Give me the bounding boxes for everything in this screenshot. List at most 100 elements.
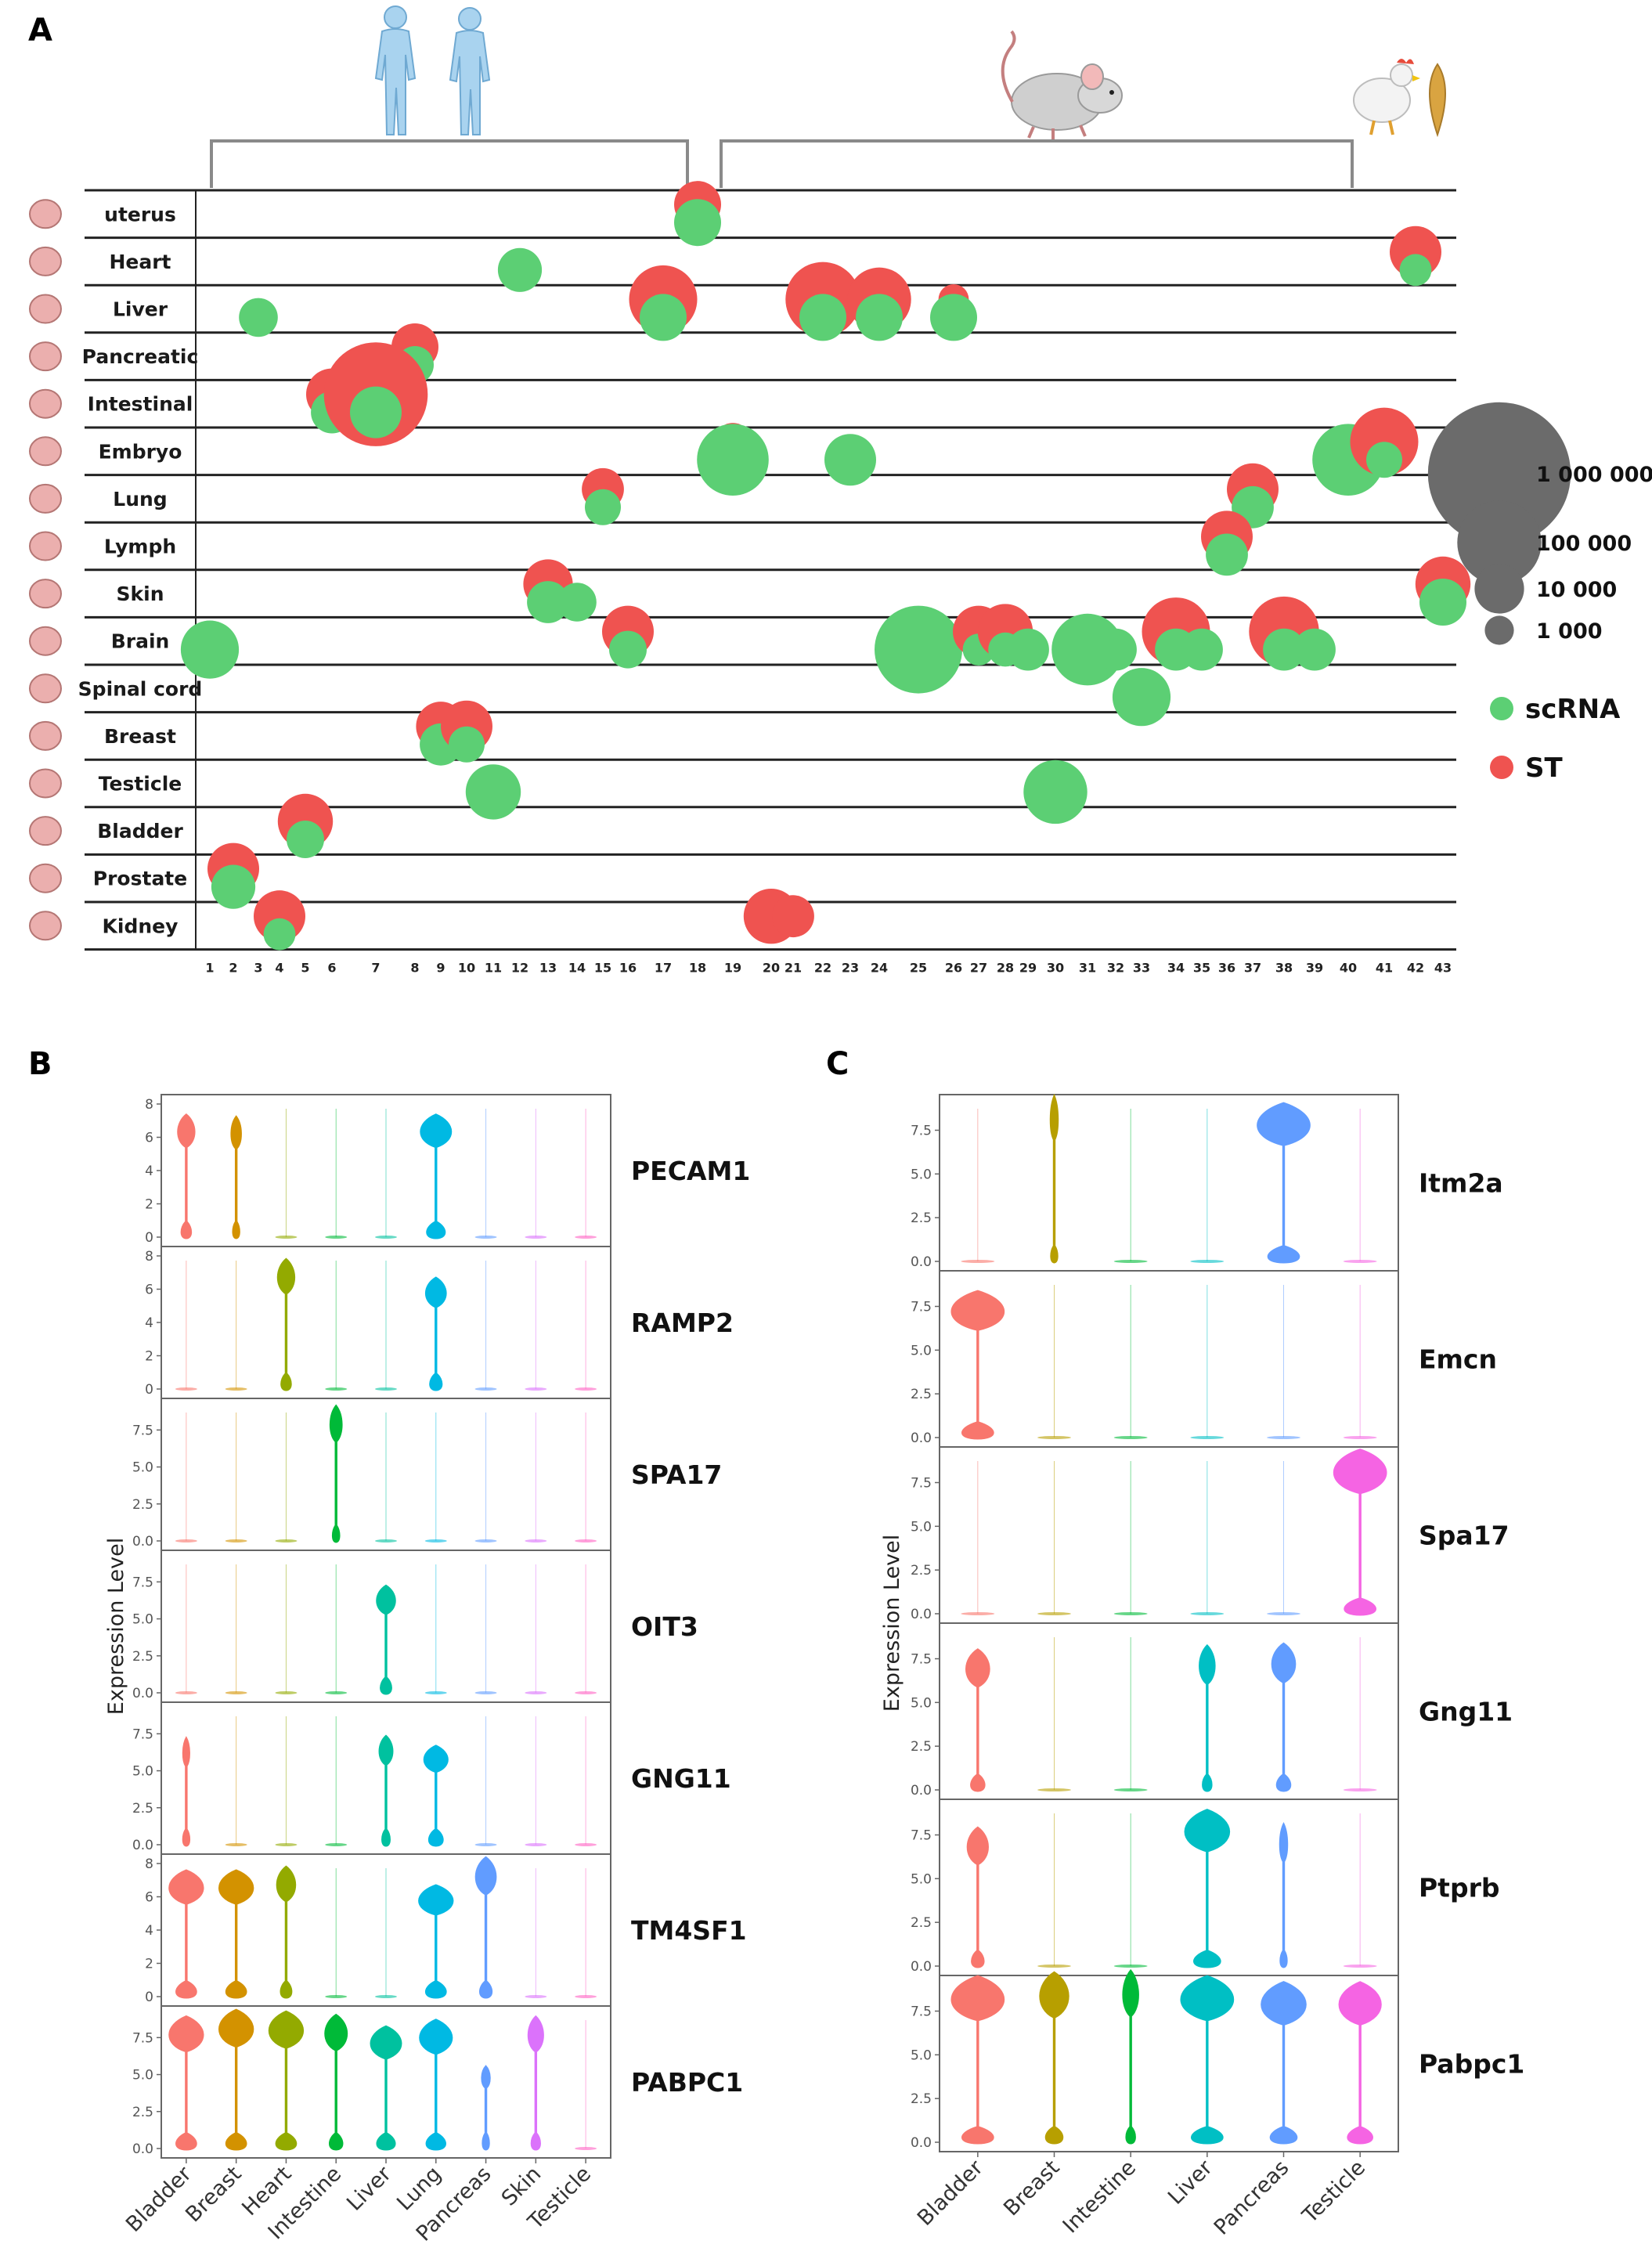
violin-skin bbox=[527, 2015, 544, 2151]
violin-lung bbox=[418, 1884, 454, 1999]
facet-frame bbox=[939, 1799, 1399, 1976]
violin-base bbox=[1037, 1965, 1071, 1968]
panel-a-label: A bbox=[28, 13, 52, 49]
y-tick-label: 2.5 bbox=[132, 1801, 153, 1817]
violin-base bbox=[325, 1995, 348, 1998]
violin-breast bbox=[218, 1869, 254, 1999]
violin-base bbox=[374, 1236, 398, 1239]
panel-b-violin-plot: 0 2 4 6 8 PECAM1 0 2 4 6 8 RAMP2 0.0 2.5 5.0 7.5 SPA17 0.… bbox=[104, 1094, 750, 2246]
y-tick-label: 5.0 bbox=[911, 1871, 932, 1887]
study-tick-label: 6 bbox=[327, 961, 336, 976]
size-legend-label: 1 000 bbox=[1536, 619, 1603, 644]
organ-icon bbox=[29, 626, 62, 656]
study-tick-label: 9 bbox=[436, 961, 445, 976]
y-tick-label: 7.5 bbox=[911, 1652, 932, 1668]
study-tick-label: 10 bbox=[458, 961, 475, 976]
violin-heart bbox=[276, 1865, 297, 1999]
study-tick-label: 39 bbox=[1306, 961, 1323, 976]
bubble-scrna bbox=[1112, 668, 1171, 727]
gene-label: Spa17 bbox=[1419, 1521, 1510, 1551]
gene-label: Gng11 bbox=[1419, 1697, 1513, 1727]
tissue-label: Kidney bbox=[103, 915, 179, 937]
size-legend-label: 1 000 000 bbox=[1536, 463, 1652, 487]
bubble-scrna bbox=[449, 726, 485, 763]
gene-label: Itm2a bbox=[1419, 1168, 1503, 1199]
violin-base bbox=[225, 1691, 247, 1694]
violin-base bbox=[1190, 1260, 1225, 1263]
bubble-scrna bbox=[557, 583, 597, 622]
violin-base bbox=[525, 1539, 547, 1542]
violin-liver bbox=[370, 2025, 402, 2151]
y-tick-label: 6 bbox=[145, 1890, 153, 1906]
violin-heart bbox=[276, 1257, 296, 1391]
bubble-scrna bbox=[180, 620, 240, 679]
violin-base bbox=[575, 1691, 597, 1694]
legend-label: ST bbox=[1525, 752, 1563, 784]
y-tick-label: 0.0 bbox=[911, 1783, 932, 1799]
violin-testicle bbox=[1338, 1981, 1382, 2145]
x-category-label: Bladder bbox=[121, 2161, 197, 2236]
violin-base bbox=[1267, 1612, 1300, 1615]
legend-swatch-st bbox=[1490, 756, 1513, 779]
tissue-label: Breast bbox=[104, 725, 176, 748]
violin-base bbox=[424, 1539, 447, 1542]
study-tick-label: 31 bbox=[1079, 961, 1096, 976]
organ-icon bbox=[29, 531, 62, 561]
panel-a-bubble-chart: uterus Heart Liver Pancreatic Intestinal Embr… bbox=[29, 181, 1652, 976]
y-tick-label: 7.5 bbox=[911, 1124, 932, 1139]
y-tick-label: 8 bbox=[145, 1249, 153, 1265]
violin-bladder bbox=[950, 1290, 1005, 1440]
y-tick-label: 7.5 bbox=[132, 2030, 153, 2046]
violin-base bbox=[1343, 1965, 1377, 1968]
violin-base bbox=[374, 1995, 398, 1998]
study-tick-label: 16 bbox=[619, 961, 637, 976]
violin-pancreas bbox=[1261, 1981, 1307, 2145]
violin-base bbox=[1113, 1788, 1148, 1791]
violin-base bbox=[575, 1843, 597, 1846]
study-tick-label: 18 bbox=[689, 961, 706, 976]
violin-base bbox=[275, 1539, 298, 1542]
y-tick-label: 2.5 bbox=[911, 1739, 932, 1755]
violin-base bbox=[575, 2147, 597, 2150]
bubble-scrna bbox=[1007, 628, 1049, 671]
study-tick-label: 12 bbox=[511, 961, 528, 976]
bubble-scrna bbox=[799, 294, 846, 341]
violin-base bbox=[275, 1691, 298, 1694]
study-tick-label: 22 bbox=[814, 961, 831, 976]
violin-base bbox=[424, 1691, 447, 1694]
y-tick-label: 7.5 bbox=[911, 2004, 932, 2020]
study-tick-label: 42 bbox=[1407, 961, 1424, 976]
legend-label: scRNA bbox=[1525, 694, 1621, 725]
facet-frame bbox=[939, 1446, 1399, 1624]
bubble-scrna bbox=[875, 605, 962, 694]
human-bracket bbox=[210, 139, 689, 188]
y-tick-label: 0.0 bbox=[132, 2141, 153, 2157]
y-tick-label: 2.5 bbox=[911, 1915, 932, 1931]
violin-pancreas bbox=[1271, 1642, 1297, 1792]
y-tick-label: 0 bbox=[145, 1990, 153, 2005]
y-tick-label: 2.5 bbox=[132, 2105, 153, 2120]
bubble-scrna bbox=[824, 434, 876, 486]
bubble-scrna bbox=[585, 489, 621, 525]
study-tick-label: 21 bbox=[785, 961, 802, 976]
bubble-scrna bbox=[697, 424, 769, 496]
y-tick-label: 2 bbox=[145, 1349, 153, 1365]
violin-base bbox=[1267, 1436, 1300, 1439]
study-tick-label: 30 bbox=[1047, 961, 1064, 976]
tissue-label: Testicle bbox=[99, 773, 182, 796]
violin-base bbox=[474, 1387, 497, 1391]
y-tick-label: 6 bbox=[145, 1283, 153, 1298]
violin-base bbox=[225, 1843, 247, 1846]
violin-intestine bbox=[1122, 1968, 1139, 2145]
gene-label: SPA17 bbox=[631, 1459, 722, 1490]
bubble-scrna bbox=[465, 764, 521, 820]
bubble-scrna bbox=[350, 386, 402, 438]
gene-label: Pabpc1 bbox=[1419, 2049, 1524, 2080]
tissue-label: Skin bbox=[117, 583, 164, 605]
x-category-label: Testicle bbox=[1297, 2156, 1370, 2228]
violin-base bbox=[575, 1995, 597, 1998]
violin-pancreas bbox=[481, 2065, 491, 2151]
tissue-label: uterus bbox=[104, 203, 176, 226]
x-category-label: Pancreas bbox=[1210, 2156, 1294, 2240]
x-category-label: Liver bbox=[1163, 2155, 1217, 2209]
